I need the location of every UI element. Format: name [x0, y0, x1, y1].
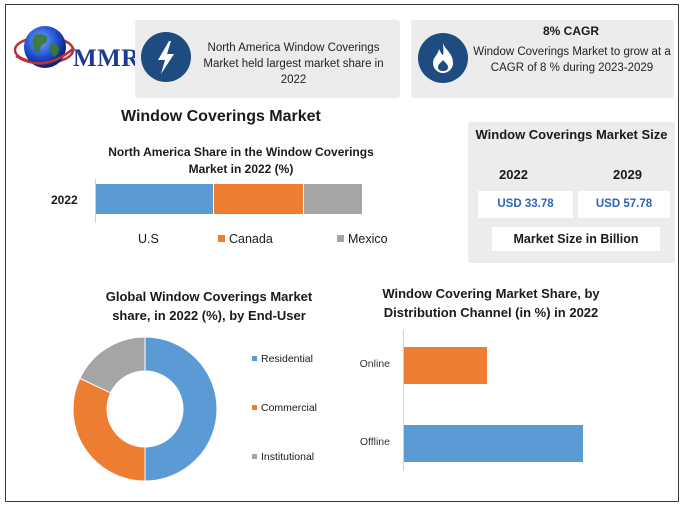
legend-swatch-residential — [252, 356, 257, 361]
market-size-title: Window Coverings Market Size — [475, 127, 668, 142]
na-bar-segment-us — [96, 184, 215, 214]
distribution-chart-title: Window Covering Market Share, by Distrib… — [382, 286, 600, 320]
legend-label-canada: Canada — [229, 232, 273, 246]
distribution-bar-offline — [404, 425, 583, 462]
legend-label-commercial: Commercial — [261, 402, 318, 414]
market-size-value-2029: USD 57.78 — [578, 191, 670, 218]
legend-item-commercial: Commercial — [252, 402, 317, 414]
legend-swatch-mexico — [337, 235, 344, 242]
end-user-donut-chart — [72, 336, 218, 482]
legend-item-residential: Residential — [252, 353, 313, 365]
cagr-text: Window Coverings Market to grow at a CAG… — [473, 46, 671, 74]
lightning-icon — [141, 32, 191, 82]
legend-swatch-institutional — [252, 454, 257, 459]
distribution-chart-axis — [403, 330, 404, 471]
legend-label-mexico: Mexico — [348, 232, 388, 246]
legend-label-residential: Residential — [261, 353, 313, 365]
logo-text: MMR — [73, 45, 140, 72]
distribution-bar-online — [404, 347, 487, 384]
globe-icon — [13, 26, 75, 68]
market-size-value-2022: USD 33.78 — [478, 191, 573, 218]
market-size-footer: Market Size in Billion — [492, 227, 660, 251]
market-size-panel: Window Coverings Market Size 2022 2029 U… — [468, 122, 675, 263]
legend-item-canada: Canada — [218, 232, 273, 246]
donut-slice-residential — [144, 336, 218, 482]
legend-label-us: U.S — [138, 232, 159, 246]
market-size-year-2029: 2029 — [613, 167, 642, 182]
flame-icon — [418, 33, 468, 83]
info-box-regional-share: North America Window Coverings Market he… — [135, 20, 400, 98]
infographic-frame — [5, 4, 679, 502]
donut-slice-institutional — [79, 336, 146, 394]
na-bar-segment-mexico — [304, 184, 362, 214]
donut-slice-commercial — [72, 377, 146, 482]
legend-item-mexico: Mexico — [337, 232, 388, 246]
distribution-label-offline: Offline — [359, 436, 390, 448]
legend-label-institutional: Institutional — [261, 451, 315, 463]
market-size-year-2022: 2022 — [499, 167, 528, 182]
na-chart-bars — [96, 184, 416, 214]
legend-item-us: U.S — [138, 232, 159, 246]
info-box-regional-share-text: North America Window Coverings Market he… — [203, 42, 384, 86]
legend-swatch-commercial — [252, 405, 257, 410]
info-box-cagr: 8% CAGR Window Coverings Market to grow … — [411, 20, 674, 98]
mmr-logo: MMR — [13, 18, 139, 78]
distribution-label-online: Online — [359, 358, 390, 370]
legend-swatch-canada — [218, 235, 225, 242]
legend-item-institutional: Institutional — [252, 451, 314, 463]
na-chart-title: North America Share in the Window Coveri… — [108, 145, 374, 176]
na-bar-segment-canada — [214, 184, 304, 214]
na-chart-category-label: 2022 — [51, 193, 78, 207]
main-title: Window Coverings Market — [121, 108, 321, 125]
cagr-title: 8% CAGR — [542, 24, 599, 38]
na-chart-axis — [95, 179, 96, 223]
end-user-chart-title: Global Window Coverings Market share, in… — [105, 289, 313, 323]
